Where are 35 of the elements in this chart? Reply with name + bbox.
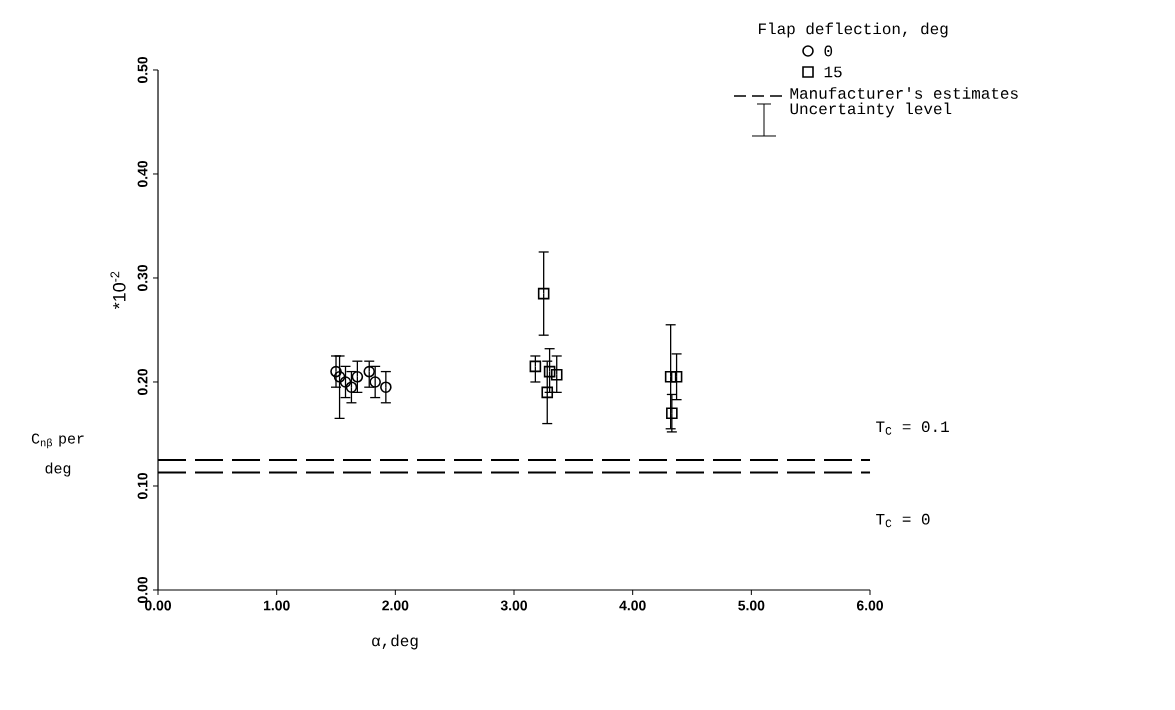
point xyxy=(380,381,392,393)
x-axis-title: α,deg xyxy=(372,634,418,650)
point xyxy=(351,370,364,383)
point xyxy=(537,287,550,300)
x-tick-label: 1.00 xyxy=(263,600,290,611)
point xyxy=(666,407,678,419)
point xyxy=(333,370,346,383)
point xyxy=(543,365,556,378)
ref-line-label: T$_{C}$ = 0.1 xyxy=(876,421,949,435)
x-tick-label: 5.00 xyxy=(738,600,765,611)
y-tick-label: 0.40 xyxy=(137,160,148,188)
point xyxy=(670,370,683,383)
y-tick-label: 0.50 xyxy=(137,56,148,84)
point xyxy=(550,368,563,381)
legend-label: 15 xyxy=(824,66,842,78)
ref-line-label: T$_{C}$ = 0 xyxy=(876,513,930,528)
annotation: Manufacturer's estimates xyxy=(790,87,1018,99)
y-tick-label: 0.30 xyxy=(137,264,148,292)
x-tick-label: 6.00 xyxy=(856,600,884,611)
point xyxy=(369,376,381,388)
point xyxy=(330,365,342,378)
text: *10$^{-2}$ xyxy=(110,271,126,309)
x-tick-label: 2.00 xyxy=(382,600,409,611)
y-tick-label: 0.20 xyxy=(137,368,148,396)
point xyxy=(345,381,358,393)
y-tick-label: 0.10 xyxy=(137,472,148,500)
legend-title: Flap deflection, deg xyxy=(759,22,948,38)
x-tick-label: 4.00 xyxy=(619,600,646,611)
point xyxy=(363,365,376,378)
legend-label: 0 xyxy=(824,45,833,57)
point xyxy=(529,360,542,373)
y-axis-title: C$_{nβ}$ per deg xyxy=(31,433,84,477)
x-tick-label: 3.00 xyxy=(500,600,528,611)
annotation: Uncertainty level xyxy=(790,102,952,118)
point xyxy=(664,370,677,383)
